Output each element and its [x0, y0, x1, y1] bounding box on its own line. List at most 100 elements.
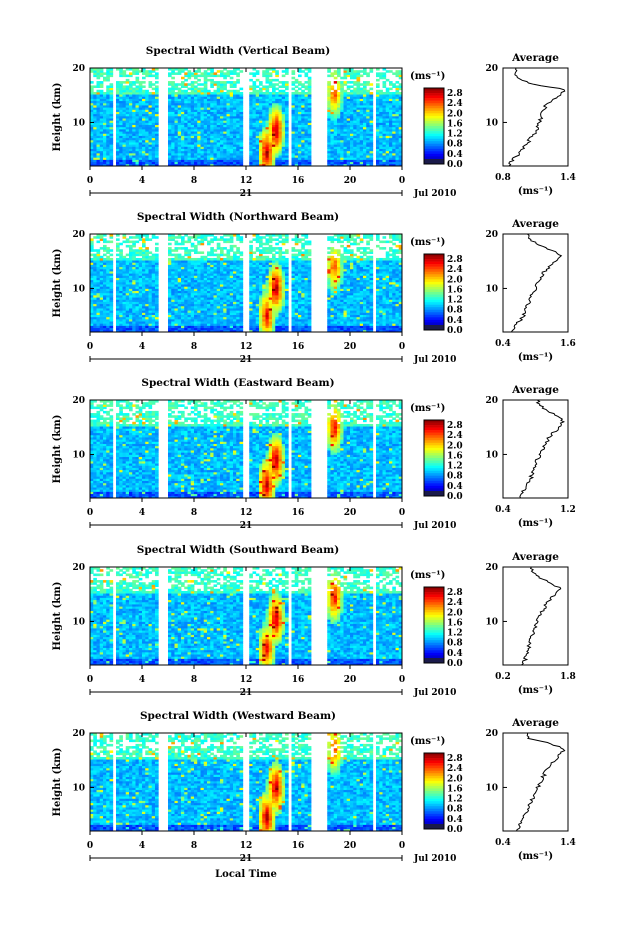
heatmap-cell [281, 98, 286, 102]
heatmap-cell [129, 102, 133, 106]
date-day-label: 21 [240, 189, 253, 199]
heatmap-cell [135, 257, 140, 261]
heatmap-cell [90, 89, 94, 93]
heatmap-cell [116, 155, 120, 158]
heatmap-cell [220, 159, 224, 163]
heatmap-cell [265, 96, 270, 99]
heatmap-cell [249, 115, 253, 119]
colorbar-segment [424, 133, 444, 137]
heatmap-cell [145, 74, 149, 78]
heatmap-cell [252, 87, 257, 91]
heatmap-cell [255, 120, 260, 123]
heatmap-cell [125, 150, 130, 154]
heatmap-cell [99, 137, 104, 141]
heatmap-cell [184, 94, 188, 97]
heatmap-cell [265, 118, 270, 121]
heatmap-cell [135, 100, 140, 104]
heatmap-cell [200, 155, 205, 158]
heatmap-cell [213, 253, 218, 257]
heatmap-cell [138, 87, 143, 91]
heatmap-cell [233, 94, 237, 97]
heatmap-cell [255, 155, 260, 158]
heatmap-cell [116, 126, 120, 130]
heatmap-cell [122, 74, 127, 78]
heatmap-cell [291, 98, 296, 102]
heatmap-cell [125, 85, 130, 88]
heatmap-cell [142, 70, 146, 73]
heatmap-cell [171, 87, 175, 91]
heatmap-cell [236, 148, 240, 152]
heatmap-cell [216, 150, 221, 154]
heatmap-cell [103, 155, 107, 158]
heatmap-cell [223, 107, 227, 110]
heatmap-cell [174, 150, 179, 154]
heatmap-cell [181, 113, 185, 117]
heatmap-cell [236, 122, 240, 126]
heatmap-cell [99, 144, 104, 147]
heatmap-cell [275, 150, 279, 154]
heatmap-cell [106, 124, 110, 128]
heatmap-cell [142, 102, 146, 106]
heatmap-cell [239, 152, 244, 156]
heatmap-cell [129, 120, 133, 123]
heatmap-cell [184, 78, 188, 82]
heatmap-cell [119, 146, 123, 149]
heatmap-cell [90, 102, 94, 106]
heatmap-cell [145, 163, 149, 167]
heatmap-cell [103, 118, 107, 121]
heatmap-cell [151, 144, 156, 147]
heatmap-cell [259, 157, 263, 160]
heatmap-cell [145, 128, 149, 132]
heatmap-cell [265, 115, 270, 119]
heatmap-cell [223, 91, 227, 95]
heatmap-cell [200, 113, 205, 117]
heatmap-cell [213, 118, 218, 121]
heatmap-cell [145, 70, 149, 73]
heatmap-cell [239, 118, 244, 121]
heatmap-cell [116, 148, 120, 152]
heatmap-cell [255, 72, 260, 75]
heatmap-cell [304, 91, 309, 95]
heatmap-cell [239, 96, 244, 99]
heatmap-cell [395, 81, 400, 84]
heatmap-cell [109, 157, 114, 160]
heatmap-cell [168, 83, 172, 86]
heatmap-cell [174, 118, 179, 121]
heatmap-cell [353, 87, 357, 91]
heatmap-cell [171, 115, 175, 119]
heatmap-cell [272, 139, 276, 143]
heatmap-cell [359, 70, 364, 73]
heatmap-cell [151, 96, 156, 99]
heatmap-cell [259, 126, 263, 130]
heatmap-cell [129, 83, 133, 86]
heatmap-cell [229, 109, 234, 112]
heatmap-cell [155, 137, 159, 141]
colorbar-segment [424, 98, 444, 101]
heatmap-cell [226, 155, 231, 158]
heatmap-cell [177, 83, 182, 86]
heatmap-cell [291, 111, 296, 115]
heatmap-cell [233, 142, 237, 145]
heatmap-cell [213, 120, 218, 123]
heatmap-cell [148, 251, 153, 254]
heatmap-cell [223, 76, 227, 80]
heatmap-cell [148, 146, 153, 149]
heatmap-cell [291, 102, 296, 106]
heatmap-cell [229, 94, 234, 97]
heatmap-cell [272, 142, 276, 145]
heatmap-cell [119, 137, 123, 141]
heatmap-cell [220, 122, 224, 126]
heatmap-cell [213, 98, 218, 102]
heatmap-cell [148, 113, 153, 117]
heatmap-cell [122, 115, 127, 119]
heatmap-cell [229, 122, 234, 126]
heatmap-cell [294, 94, 299, 97]
heatmap-cell [181, 236, 185, 239]
heatmap-cell [301, 163, 305, 167]
heatmap-cell [210, 113, 214, 117]
heatmap-cell [226, 72, 231, 75]
heatmap-cell [187, 144, 192, 147]
heatmap-cell [210, 102, 214, 106]
heatmap-cell [236, 150, 240, 154]
heatmap-cell [223, 98, 227, 102]
